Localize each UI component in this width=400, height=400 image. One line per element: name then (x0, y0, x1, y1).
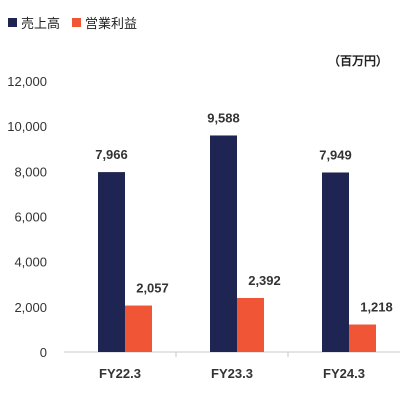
bar-sales (98, 172, 125, 352)
legend-label-operating-profit: 営業利益 (85, 17, 138, 32)
bar-operating-profit (125, 305, 152, 352)
bar-operating-profit (349, 324, 376, 352)
y-tick-label: 10,000 (7, 119, 47, 134)
bar-operating-profit (237, 297, 264, 352)
unit-label: （百万円） (327, 54, 388, 68)
data-label-sales: 9,588 (207, 110, 240, 125)
y-tick-label: 0 (40, 345, 47, 360)
y-tick-label: 2,000 (14, 300, 47, 315)
legend-item-sales: 売上高 (8, 13, 60, 32)
y-tick-label: 6,000 (14, 210, 47, 225)
y-tick-label: 8,000 (14, 164, 47, 179)
x-tick-label: FY23.3 (211, 366, 253, 381)
legend-swatch-operating-profit (72, 18, 82, 27)
data-label-sales: 7,949 (319, 147, 352, 162)
x-tick-label: FY24.3 (323, 366, 365, 381)
data-label-sales: 7,966 (95, 147, 128, 162)
data-label-operating-profit: 2,392 (248, 273, 281, 288)
y-tick-label: 4,000 (14, 255, 47, 270)
data-label-operating-profit: 1,218 (360, 299, 393, 314)
x-tick-label: FY22.3 (99, 366, 141, 381)
legend-label-sales: 売上高 (21, 17, 61, 32)
legend-swatch-sales (8, 18, 17, 27)
y-tick-label: 12,000 (7, 74, 47, 89)
data-label-operating-profit: 2,057 (136, 281, 169, 296)
legend: 売上高 営業利益 (8, 13, 137, 32)
bar-sales (210, 135, 237, 352)
legend-item-operating-profit: 営業利益 (72, 13, 137, 32)
bar-sales (322, 172, 349, 352)
